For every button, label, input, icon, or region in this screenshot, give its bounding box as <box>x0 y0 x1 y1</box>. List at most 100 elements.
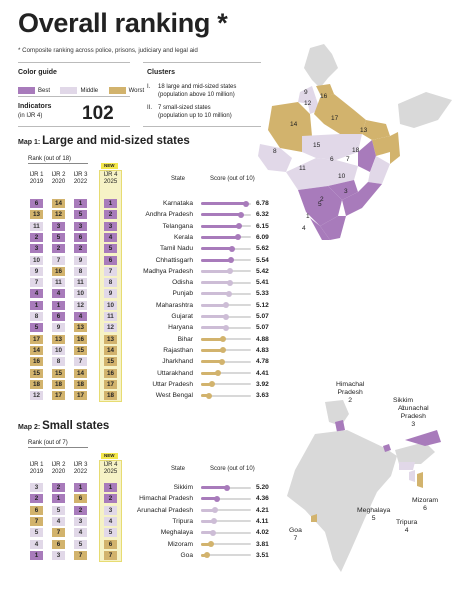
map1-state-name: Uttar Pradesh <box>152 380 193 388</box>
map1-rank-cell: 7 <box>52 255 65 265</box>
map1-rank-cell: 3 <box>104 221 117 231</box>
map1-rank-cell: 9 <box>52 323 65 333</box>
map-region-odisha <box>368 156 390 184</box>
map2-rank-cell: 6 <box>52 539 65 549</box>
map1-state-name: Maharashtra <box>155 301 193 309</box>
map1-score-track <box>201 349 251 352</box>
map1-rank-cell: 9 <box>74 255 87 265</box>
map2-state-label-name: Mizoram <box>412 497 439 504</box>
map1-rank-cell: 17 <box>104 379 117 389</box>
map2-score-track <box>201 554 251 557</box>
map2-score-bar <box>201 519 215 523</box>
map1-rank-cell: 4 <box>74 312 87 321</box>
map2-col-header-2: IJR 2 2020 <box>49 462 68 476</box>
map1-rank-note: Rank (out of 18) <box>28 156 72 162</box>
map1-score-bar <box>201 303 227 307</box>
map1-score-dot <box>222 324 229 331</box>
map2-col-ijr-3: IJR 3 <box>73 462 88 468</box>
map1-rank-cell: 13 <box>30 210 43 220</box>
map1-title: Large and mid-sized states <box>42 135 190 147</box>
map1-score-bar <box>201 326 226 330</box>
map2-rank-cell: 3 <box>30 483 43 492</box>
map2-rank-cell: 4 <box>74 528 87 538</box>
map2-score-dot <box>224 484 231 491</box>
map1-rank-cell: 7 <box>30 278 43 288</box>
map1-state-number: 13 <box>360 127 368 134</box>
map-region-kerala <box>310 218 330 240</box>
map-region-up <box>314 94 366 134</box>
map2-state-label-num: 3 <box>411 421 416 428</box>
indicators-label: Indicators <box>18 103 52 110</box>
map1-state-number: 11 <box>299 165 306 172</box>
divider <box>18 62 130 63</box>
map1-rank-cell: 18 <box>74 379 87 389</box>
clusters-heading: Clusters <box>147 69 176 76</box>
map2-score-value: 3.51 <box>256 551 269 559</box>
map1-state-name: Tamil Nadu <box>160 245 193 253</box>
map1-state-name: Madhya Pradesh <box>143 267 193 275</box>
map1-score-track <box>201 338 251 341</box>
map2-state-label: Mizoram 6 <box>412 497 438 513</box>
map1-rank-cell: 1 <box>30 300 43 310</box>
map1-score-bar <box>201 371 218 375</box>
map1-rank-cell: 11 <box>104 312 117 321</box>
map1-rank-cell: 17 <box>30 334 43 344</box>
map1-state-number: 8 <box>273 148 277 155</box>
map1-rank-cell: 9 <box>30 266 43 276</box>
map1-score-dot <box>226 279 233 286</box>
map1-score-bar <box>201 213 241 217</box>
map2-score-value: 4.36 <box>256 495 269 503</box>
map1-score-value: 6.32 <box>256 211 269 219</box>
map1-score-value: 5.62 <box>256 245 269 253</box>
map1-score-bar <box>201 394 209 398</box>
map-region-karnataka <box>298 186 342 226</box>
map1-state-number: 3 <box>344 188 348 195</box>
map1-score-track <box>201 372 251 374</box>
indicators-sublabel: (in IJR 4) <box>18 113 43 119</box>
map1-rank-cell: 10 <box>74 289 87 299</box>
map2-score-bar <box>201 553 208 557</box>
map1-score-value: 5.33 <box>256 290 269 298</box>
map2-score-header: Score (out of 10) <box>210 466 255 472</box>
map1-state-name: Andhra Pradesh <box>145 211 193 219</box>
map2-score-value: 4.21 <box>256 506 269 514</box>
map2-region-meghalaya <box>399 462 415 470</box>
map2-col-year-1: 2019 <box>29 469 44 475</box>
map1-score-dot <box>219 358 226 365</box>
map1-state-name: Gujarat <box>171 313 193 320</box>
map1-rank-cell: 11 <box>30 221 43 231</box>
map1-state-number: 2 <box>320 196 324 203</box>
map1-score-dot <box>234 234 241 241</box>
map2-rank-cell: 6 <box>104 539 117 549</box>
color-guide-legend: Best Middle Worst <box>18 82 150 100</box>
map1-score-dot <box>208 381 215 388</box>
map1-rank-cell: 3 <box>74 221 87 231</box>
map2-title: Small states <box>42 420 110 432</box>
map1-rank-cell: 14 <box>30 345 43 355</box>
map1-score-dot <box>220 336 227 343</box>
cluster-2-num: II. <box>147 105 153 111</box>
map1-rank-cell: 12 <box>104 323 117 333</box>
map2-col-ijr-1: IJR 1 <box>29 462 44 468</box>
map1-rank-cell: 18 <box>30 379 43 389</box>
map1-rank-cell: 6 <box>104 255 117 265</box>
legend-swatch-middle <box>60 87 78 95</box>
map1-state-name: Rajasthan <box>163 346 193 354</box>
map2-rank-cell: 5 <box>104 528 117 538</box>
cluster-1-num: I. <box>147 84 151 90</box>
map1-state-name: West Bengal <box>155 392 193 400</box>
map1-score-dot <box>214 370 221 376</box>
map1-col-header-3: IJR 3 2022 <box>71 172 90 186</box>
map2-state-label-num: 1 <box>401 405 405 412</box>
map1-state-number: 18 <box>352 147 360 154</box>
map2-state-label-num: 2 <box>348 397 353 404</box>
map1-rank-cell: 12 <box>30 391 43 401</box>
map1-rank-cell: 1 <box>52 300 65 310</box>
map1-state-number: 4 <box>302 225 306 232</box>
map1-rank-cell: 13 <box>52 334 65 344</box>
map2-rank-cell: 3 <box>74 516 87 526</box>
map1-rank-cell: 2 <box>52 244 65 254</box>
map1-score-dot <box>222 313 229 320</box>
map1-rank-cell: 17 <box>52 391 65 401</box>
map1-score-value: 5.12 <box>256 301 269 309</box>
